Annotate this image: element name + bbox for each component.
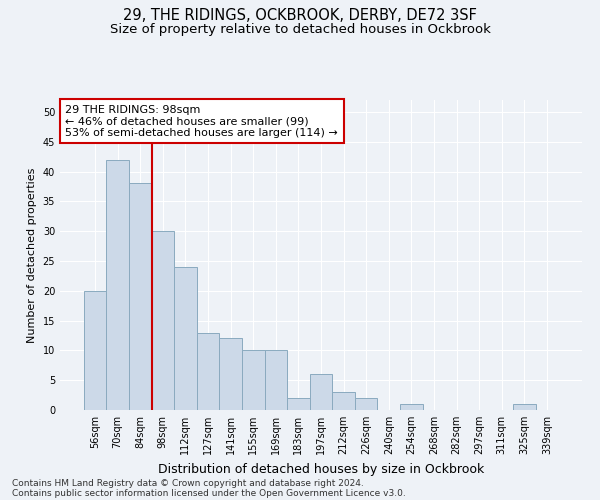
Bar — [400, 404, 422, 410]
Bar — [220, 338, 242, 410]
Bar — [152, 231, 174, 410]
Bar — [129, 184, 152, 410]
Bar — [513, 404, 536, 410]
Y-axis label: Number of detached properties: Number of detached properties — [27, 168, 37, 342]
Text: Size of property relative to detached houses in Ockbrook: Size of property relative to detached ho… — [110, 22, 490, 36]
Bar — [310, 374, 332, 410]
Text: 29 THE RIDINGS: 98sqm
← 46% of detached houses are smaller (99)
53% of semi-deta: 29 THE RIDINGS: 98sqm ← 46% of detached … — [65, 104, 338, 138]
Bar — [332, 392, 355, 410]
Bar — [197, 332, 220, 410]
Bar — [106, 160, 129, 410]
Text: 29, THE RIDINGS, OCKBROOK, DERBY, DE72 3SF: 29, THE RIDINGS, OCKBROOK, DERBY, DE72 3… — [123, 8, 477, 22]
Bar — [265, 350, 287, 410]
Text: Contains HM Land Registry data © Crown copyright and database right 2024.: Contains HM Land Registry data © Crown c… — [12, 478, 364, 488]
Bar — [174, 267, 197, 410]
Bar — [287, 398, 310, 410]
Bar — [84, 291, 106, 410]
X-axis label: Distribution of detached houses by size in Ockbrook: Distribution of detached houses by size … — [158, 462, 484, 475]
Bar — [242, 350, 265, 410]
Text: Contains public sector information licensed under the Open Government Licence v3: Contains public sector information licen… — [12, 488, 406, 498]
Bar — [355, 398, 377, 410]
